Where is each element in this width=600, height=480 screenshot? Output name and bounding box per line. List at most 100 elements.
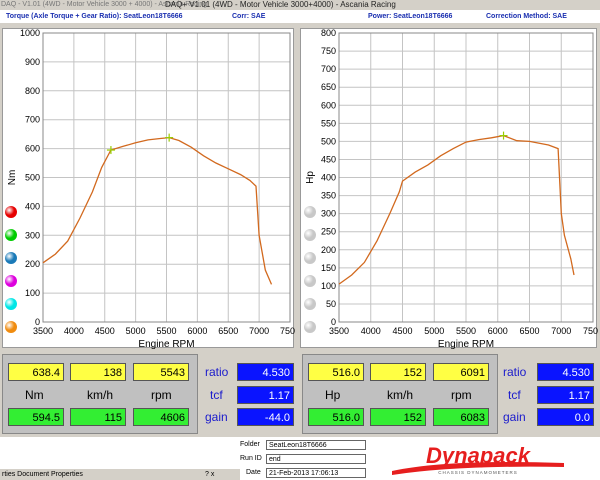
power-ytick-label: 450 [321,154,336,164]
torque-xtick-label: 3500 [33,326,53,336]
torque-cursor-rpm: 4606 [133,408,189,426]
torque-ytick-label: 0 [35,317,40,327]
tcf-label: tcf [210,388,223,402]
power-ytick-label: 500 [321,136,336,146]
torque-plot-area [42,32,291,323]
logo-brand: Dynapack [426,443,532,468]
torque-header-label: Torque (Axle Torque + Gear Ratio): SeatL… [6,13,183,20]
torque-yaxis-title: Nm [7,170,18,186]
tcf-value: 1.17 [237,386,294,404]
torque-peak-value: 638.4 [8,363,64,381]
torque-series-toggle-6[interactable] [5,321,17,333]
title-bar: DAQ - V1.01 (4WD - Motor Vehicle 3000 + … [0,0,600,10]
ratio-label: ratio [205,365,229,379]
torque-chart: 0 100 200 300 400 500 600 700 800 900 1000 3500 4000… [7,28,300,350]
chart-header: Torque (Axle Torque + Gear Ratio): SeatL… [0,11,600,23]
power-plot-area [338,32,594,323]
torque-ytick-label: 900 [25,57,40,67]
power-xtick-label: 5500 [456,326,476,336]
torque-unit-label: Nm [25,388,44,402]
power-tcf-label: tcf [508,388,521,402]
power-xaxis-title: Engine RPM [438,339,494,349]
torque-xtick-label: 7000 [249,326,269,336]
power-cursor-rpm: 6083 [433,408,489,426]
torque-xtick-label: 4500 [95,326,115,336]
power-ytick-label: 50 [326,299,336,309]
torque-ytick-label: 700 [25,115,40,125]
power-series-toggle-3[interactable] [304,252,316,264]
gain-label: gain [205,410,228,424]
torque-series-toggle-5[interactable] [5,298,17,310]
torque-chart-panel: 0 100 200 300 400 500 600 700 800 900 1000 3500 4000… [2,28,300,350]
power-ytick-label: 600 [321,100,336,110]
torque-series-toggle-4[interactable] [5,275,17,287]
power-peak-speed: 152 [370,363,426,381]
power-ytick-label: 350 [321,191,336,201]
runid-field[interactable]: end [266,454,366,464]
torque-xtick-label: 5500 [156,326,176,336]
power-ytick-label: 700 [321,64,336,74]
torque-ytick-label: 600 [25,144,40,154]
power-ytick-label: 300 [321,209,336,219]
power-ytick-label: 0 [331,317,336,327]
power-yaxis-title: Hp [305,171,316,184]
torque-series-toggle-2[interactable] [5,229,17,241]
torque-ytick-label: 400 [25,201,40,211]
speed-unit-label: km/h [87,388,114,402]
torque-ytick-label: 500 [25,173,40,183]
power-xtick-label: 7500 [583,326,598,336]
power-series-toggle-5[interactable] [304,298,316,310]
power-series-toggle-4[interactable] [304,275,316,287]
power-xtick-label: 6000 [488,326,508,336]
power-series-toggle-6[interactable] [304,321,316,333]
torque-series-toggle-3[interactable] [5,252,17,264]
date-field: 21-Feb-2013 17:06:13 [266,468,366,478]
power-xtick-label: 6500 [519,326,539,336]
taskbar-buttons[interactable]: ? x [205,471,215,478]
window-caption: DAQ - V1.01 (4WD - Motor Vehicle 3000 + … [1,1,208,8]
power-ytick-label: 650 [321,82,336,92]
power-xtick-label: 4000 [361,326,381,336]
torque-xtick-label: 6500 [218,326,238,336]
power-ytick-label: 150 [321,263,336,273]
torque-series-line [42,136,273,285]
torque-peak-rpm: 5543 [133,363,189,381]
power-chart-panel: 0 50 100 150 200 250 300 350 400 450 500 550 600 650 7… [300,28,600,350]
torque-ytick-label: 200 [25,259,40,269]
power-ytick-label: 200 [321,245,336,255]
dynapack-logo: Dynapack CHASSIS DYNAMOMETERS [392,443,564,475]
power-speed-unit-label: km/h [387,388,414,402]
power-peak-rpm: 6091 [433,363,489,381]
torque-series-toggle-1[interactable] [5,206,17,218]
ratio-value: 4.530 [237,363,294,381]
torque-xtick-label: 7500 [280,326,295,336]
power-gain-value: 0.0 [537,408,594,426]
power-chart: 0 50 100 150 200 250 300 350 400 450 500 550 600 650 7… [305,28,600,350]
power-ytick-label: 550 [321,118,336,128]
power-cursor-speed: 152 [370,408,426,426]
folder-field[interactable]: SeatLeon18T6666 [266,440,366,450]
power-ratio-value: 4.530 [537,363,594,381]
torque-corr-label: Corr: SAE [232,13,266,20]
power-peak-value: 516.0 [308,363,364,381]
date-label: Date [246,469,261,476]
taskbar-item[interactable]: rties Document Properties ? x [0,468,240,480]
power-series-toggle-1[interactable] [304,206,316,218]
torque-cursor-value: 594.5 [8,408,64,426]
power-gain-label: gain [503,410,526,424]
torque-xtick-label: 5000 [126,326,146,336]
power-series-toggle-2[interactable] [304,229,316,241]
power-ytick-label: 400 [321,173,336,183]
rpm-unit-label: rpm [151,388,172,402]
torque-readout-group: 638.4 138 5543 Nm km/h rpm 594.5 115 460… [2,354,198,434]
torque-xtick-label: 6000 [187,326,207,336]
gain-value: -44.0 [237,408,294,426]
taskbar-title: rties Document Properties [2,471,83,478]
power-xtick-label: 7000 [551,326,571,336]
torque-peak-speed: 138 [70,363,126,381]
runid-label: Run ID [240,455,262,462]
power-series-line [338,134,575,285]
power-ratio-label: ratio [503,365,527,379]
logo-tagline: CHASSIS DYNAMOMETERS [438,470,518,475]
torque-ytick-label: 100 [25,288,40,298]
